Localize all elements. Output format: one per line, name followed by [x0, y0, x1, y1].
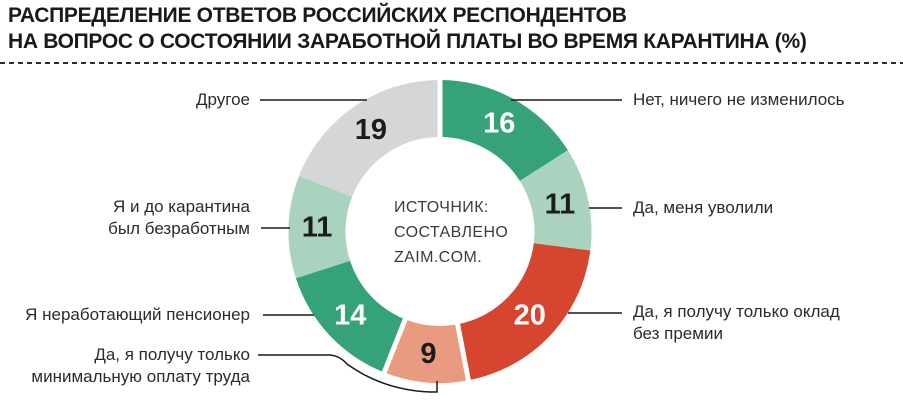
source-note: ИСТОЧНИК: СОСТАВЛЕНО ZAIM.COM. [394, 195, 508, 270]
donut-segment-1 [519, 150, 592, 251]
segment-label-line: был безработным [108, 219, 250, 238]
segment-label-line: Да, я получу только оклад [633, 302, 840, 321]
segment-label-0: Нет, ничего не изменилось [633, 89, 845, 111]
segment-divider-1 [454, 320, 472, 383]
donut-segment-5 [288, 175, 353, 279]
segment-label-3: Да, я получу только минимальную оплату тр… [31, 344, 250, 388]
segment-label-line: Я и до карантина [112, 197, 250, 216]
segment-value-5: 11 [302, 212, 333, 244]
segment-label-2: Да, я получу только оклад без премии [633, 301, 840, 345]
segment-label-line: Я неработающий пенсионер [25, 305, 250, 324]
donut-segment-3 [384, 319, 469, 384]
segment-value-0: 16 [483, 108, 515, 140]
dashed-separator [0, 62, 903, 64]
segment-label-line: Да, меня уволили [633, 198, 774, 217]
chart-title-line-1: РАСПРЕДЕЛЕНИЕ ОТВЕТОВ РОССИЙСКИХ РЕСПОНД… [8, 4, 627, 27]
segment-label-line: Да, я получу только [94, 345, 250, 364]
donut-segment-4 [295, 260, 406, 373]
segment-value-2: 20 [514, 300, 546, 332]
source-note-line-1: ИСТОЧНИК: [394, 199, 489, 216]
segment-value-3: 9 [420, 338, 436, 370]
segment-label-line: без премии [633, 324, 723, 343]
donut-segment-6 [299, 79, 440, 197]
segment-label-5: Я и до карантина был безработным [108, 196, 250, 240]
segment-value-6: 19 [355, 114, 387, 146]
donut-segment-0 [440, 80, 568, 181]
leader-line-3 [258, 354, 438, 393]
chart-title: РАСПРЕДЕЛЕНИЕ ОТВЕТОВ РОССИЙСКИХ РЕСПОНД… [8, 3, 807, 55]
source-note-line-2: СОСТАВЛЕНО [394, 224, 509, 241]
donut-segment-2 [457, 243, 591, 381]
source-note-line-3: ZAIM.COM. [394, 249, 483, 266]
segment-label-line: Нет, ничего не изменилось [633, 90, 845, 109]
segment-divider-2 [381, 315, 409, 376]
segment-label-line: минимальную оплату труда [31, 367, 250, 386]
segment-label-4: Я неработающий пенсионер [25, 304, 250, 326]
segment-label-1: Да, меня уволили [633, 197, 773, 219]
chart-title-line-2: НА ВОПРОС О СОСТОЯНИИ ЗАРАБОТНОЙ ПЛАТЫ В… [8, 30, 807, 53]
segment-value-4: 14 [334, 300, 366, 332]
segment-label-line: Другое [195, 90, 250, 109]
segment-value-1: 11 [545, 189, 576, 221]
segment-label-6: Другое [196, 89, 250, 111]
